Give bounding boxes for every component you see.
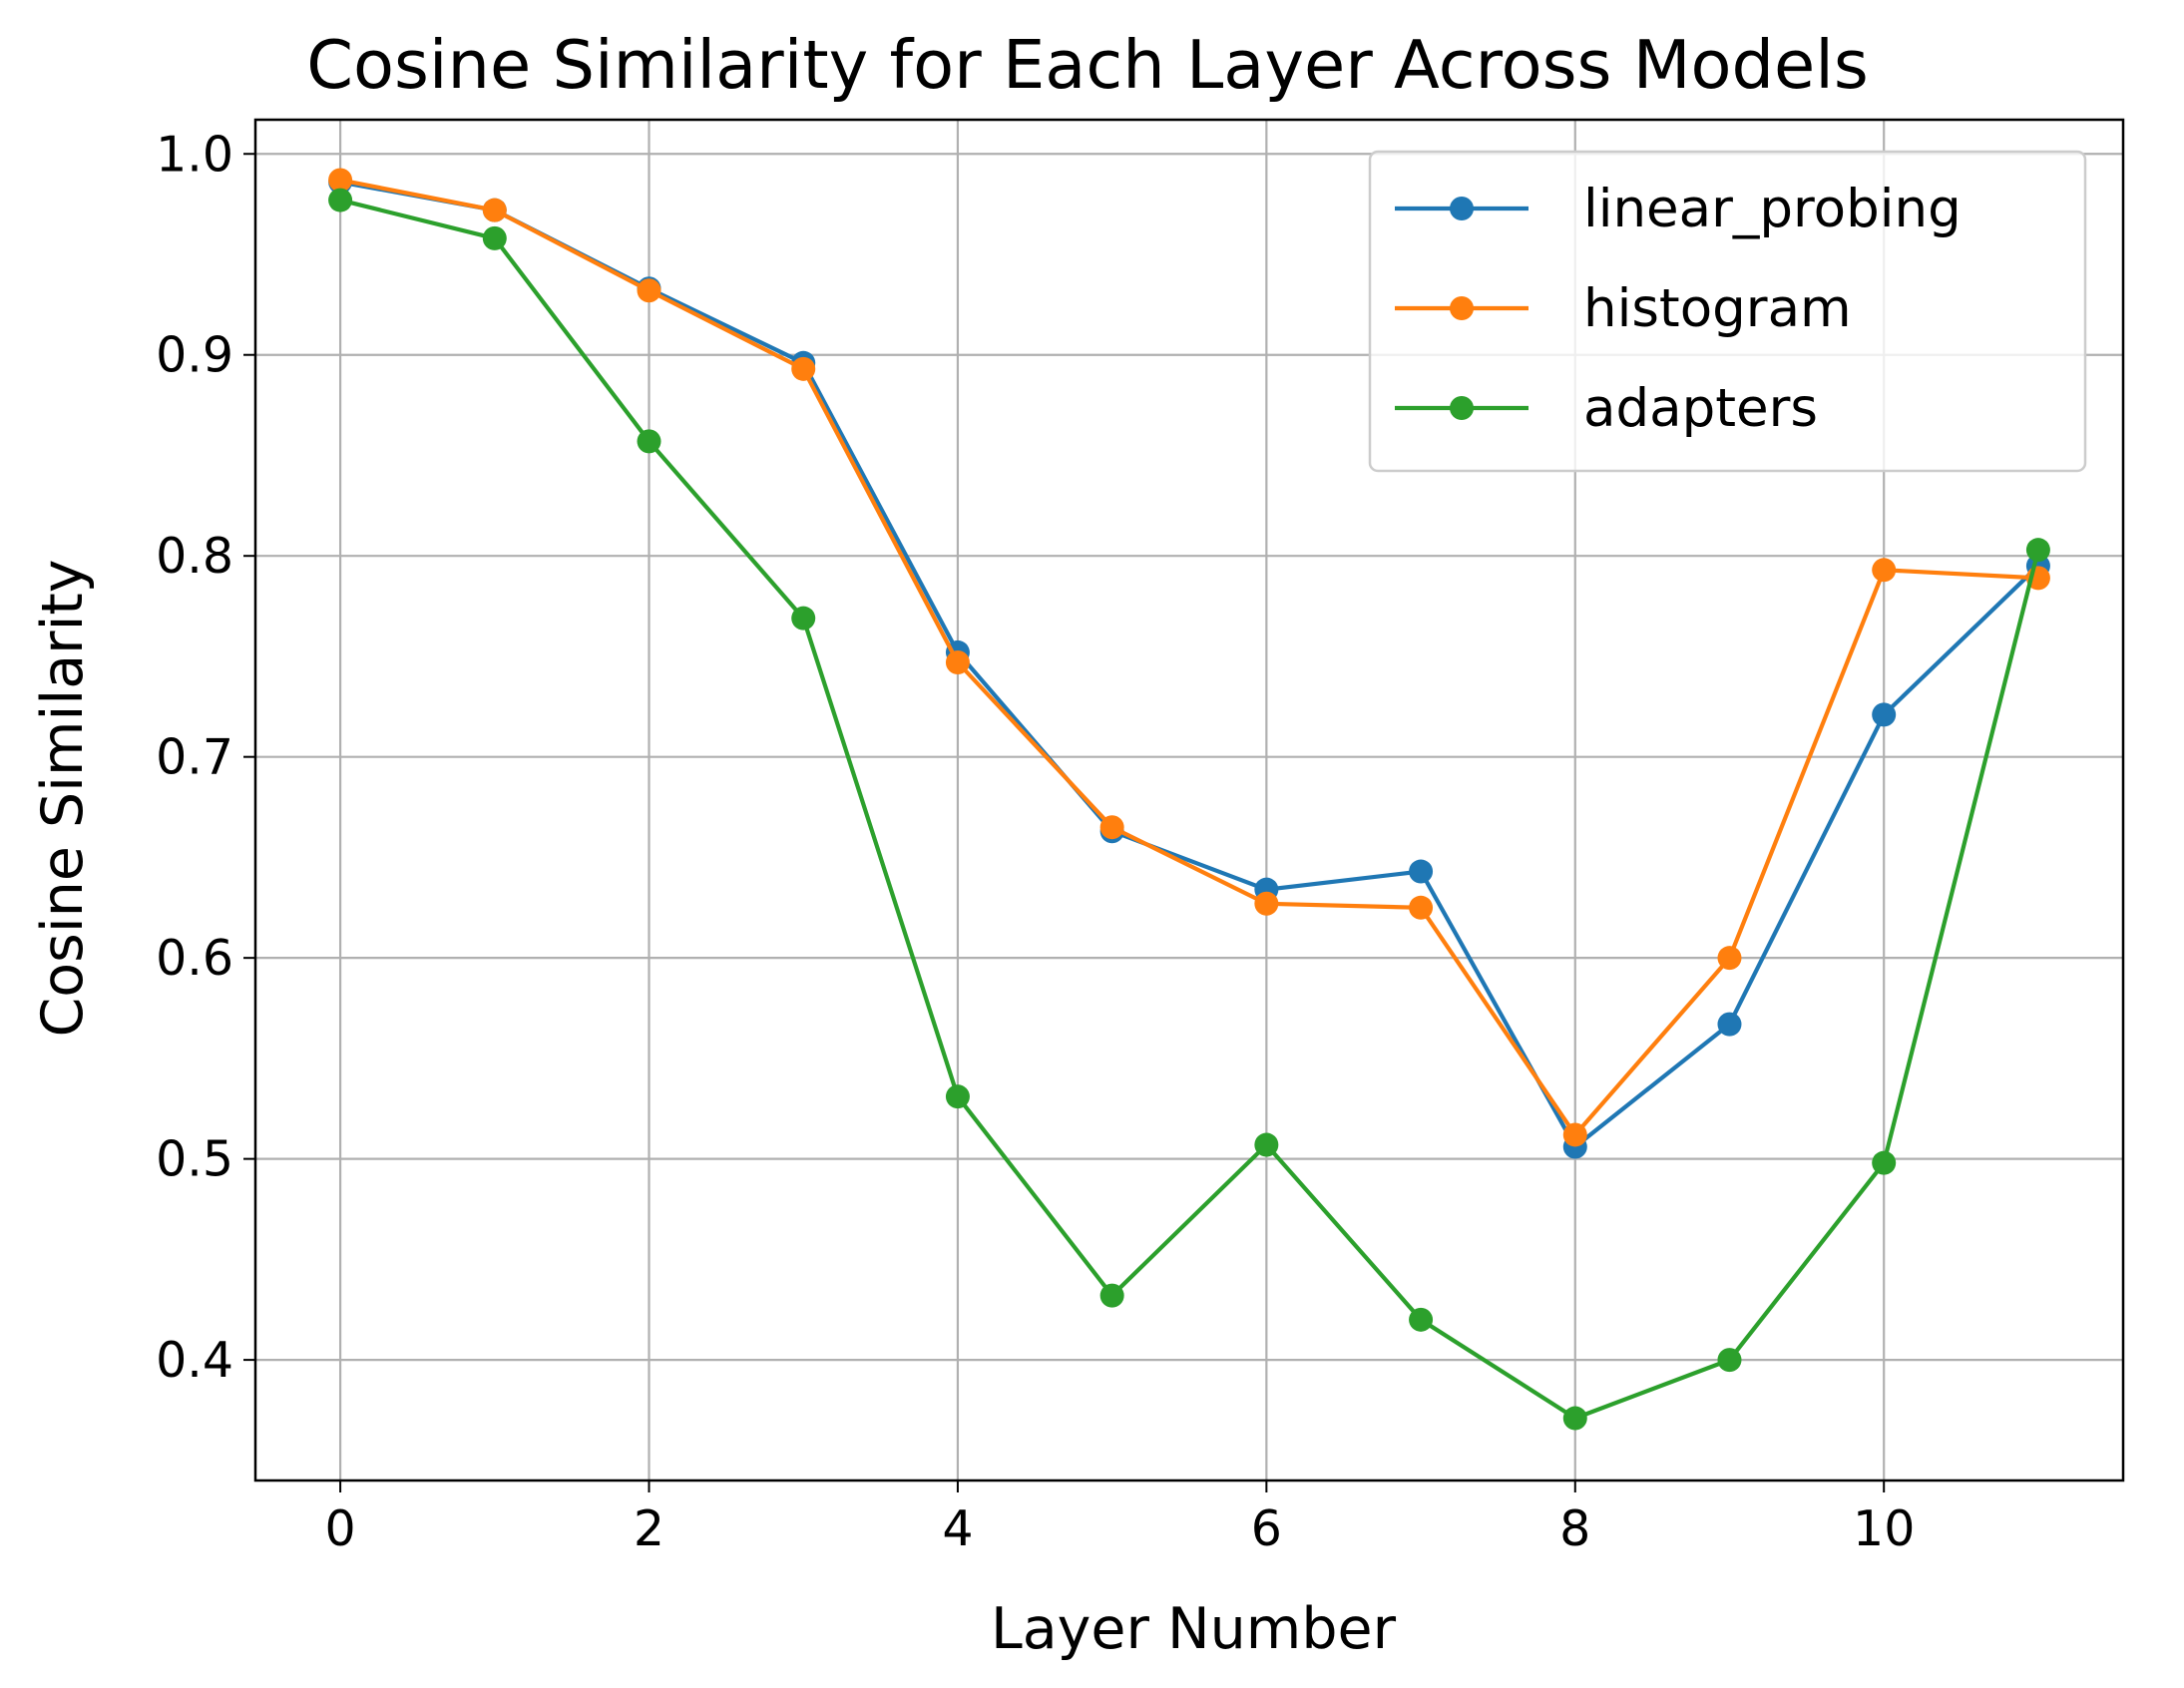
series-group xyxy=(328,168,2050,1431)
data-point-adapters xyxy=(1872,1150,1897,1175)
x-tick-label: 6 xyxy=(1251,1500,1282,1557)
data-point-histogram xyxy=(1099,815,1124,840)
data-point-adapters xyxy=(945,1084,970,1109)
data-point-adapters xyxy=(1099,1283,1124,1308)
data-point-adapters xyxy=(1717,1348,1742,1373)
legend-swatch-marker xyxy=(1450,396,1474,420)
chart-title: Cosine Similarity for Each Layer Across … xyxy=(306,26,1869,104)
data-point-linear_probing xyxy=(1872,702,1897,727)
x-tick-label: 10 xyxy=(1853,1500,1915,1557)
data-point-histogram xyxy=(328,168,353,193)
series-histogram xyxy=(328,168,2050,1147)
series-line-histogram xyxy=(339,178,2039,1137)
legend-entry-adapters: adapters xyxy=(1395,378,1818,439)
data-point-linear_probing xyxy=(1717,1012,1742,1037)
legend-entry-linear_probing: linear_probing xyxy=(1395,179,1962,239)
series-line-adapters xyxy=(339,198,2040,1421)
legend-label: linear_probing xyxy=(1583,179,1962,239)
data-point-adapters xyxy=(482,225,507,250)
legend-label: adapters xyxy=(1583,378,1818,439)
y-tick-label: 0.8 xyxy=(156,528,233,585)
legend-entry-histogram: histogram xyxy=(1395,278,1852,339)
data-point-histogram xyxy=(791,356,816,381)
grid-lines xyxy=(255,120,2123,1480)
y-axis-ticks: 0.4 0.5 0.6 0.7 0.8 0.9 1.0 xyxy=(156,126,255,1389)
y-tick-label: 0.4 xyxy=(156,1332,233,1389)
legend-swatch-marker xyxy=(1450,296,1474,320)
y-tick-label: 0.7 xyxy=(156,729,233,786)
data-point-adapters xyxy=(1562,1406,1587,1431)
data-point-histogram xyxy=(945,649,970,674)
x-tick-label: 4 xyxy=(942,1500,973,1557)
data-point-histogram xyxy=(1254,891,1279,916)
data-point-linear_probing xyxy=(1409,859,1434,884)
data-point-adapters xyxy=(791,606,816,631)
legend-label: histogram xyxy=(1583,278,1852,339)
data-point-histogram xyxy=(1872,558,1897,583)
x-tick-label: 8 xyxy=(1559,1500,1590,1557)
data-point-adapters xyxy=(1254,1132,1279,1157)
y-tick-label: 0.6 xyxy=(156,930,233,987)
x-axis-ticks: 0 2 4 6 8 10 xyxy=(324,1480,1915,1557)
data-point-histogram xyxy=(482,198,507,222)
series-adapters xyxy=(328,188,2050,1431)
y-tick-label: 0.5 xyxy=(156,1131,233,1188)
data-point-adapters xyxy=(328,188,353,212)
y-tick-label: 1.0 xyxy=(156,126,233,183)
data-point-histogram xyxy=(637,278,661,303)
legend-swatch-marker xyxy=(1450,197,1474,220)
legend-box xyxy=(1368,150,2087,473)
x-axis-label: Layer Number xyxy=(991,1596,1397,1662)
x-tick-label: 2 xyxy=(634,1500,664,1557)
plot-frame xyxy=(253,118,2125,1482)
legend: linear_probing histogram adapters xyxy=(1368,150,2087,473)
data-point-histogram xyxy=(1409,895,1434,920)
data-point-adapters xyxy=(2025,538,2050,563)
x-tick-label: 0 xyxy=(324,1500,355,1557)
data-point-histogram xyxy=(1717,946,1742,971)
data-point-histogram xyxy=(1562,1122,1587,1147)
data-point-adapters xyxy=(1409,1307,1434,1332)
y-axis-label: Cosine Similarity xyxy=(30,559,96,1037)
data-point-adapters xyxy=(637,429,661,454)
y-tick-label: 0.9 xyxy=(156,327,233,384)
